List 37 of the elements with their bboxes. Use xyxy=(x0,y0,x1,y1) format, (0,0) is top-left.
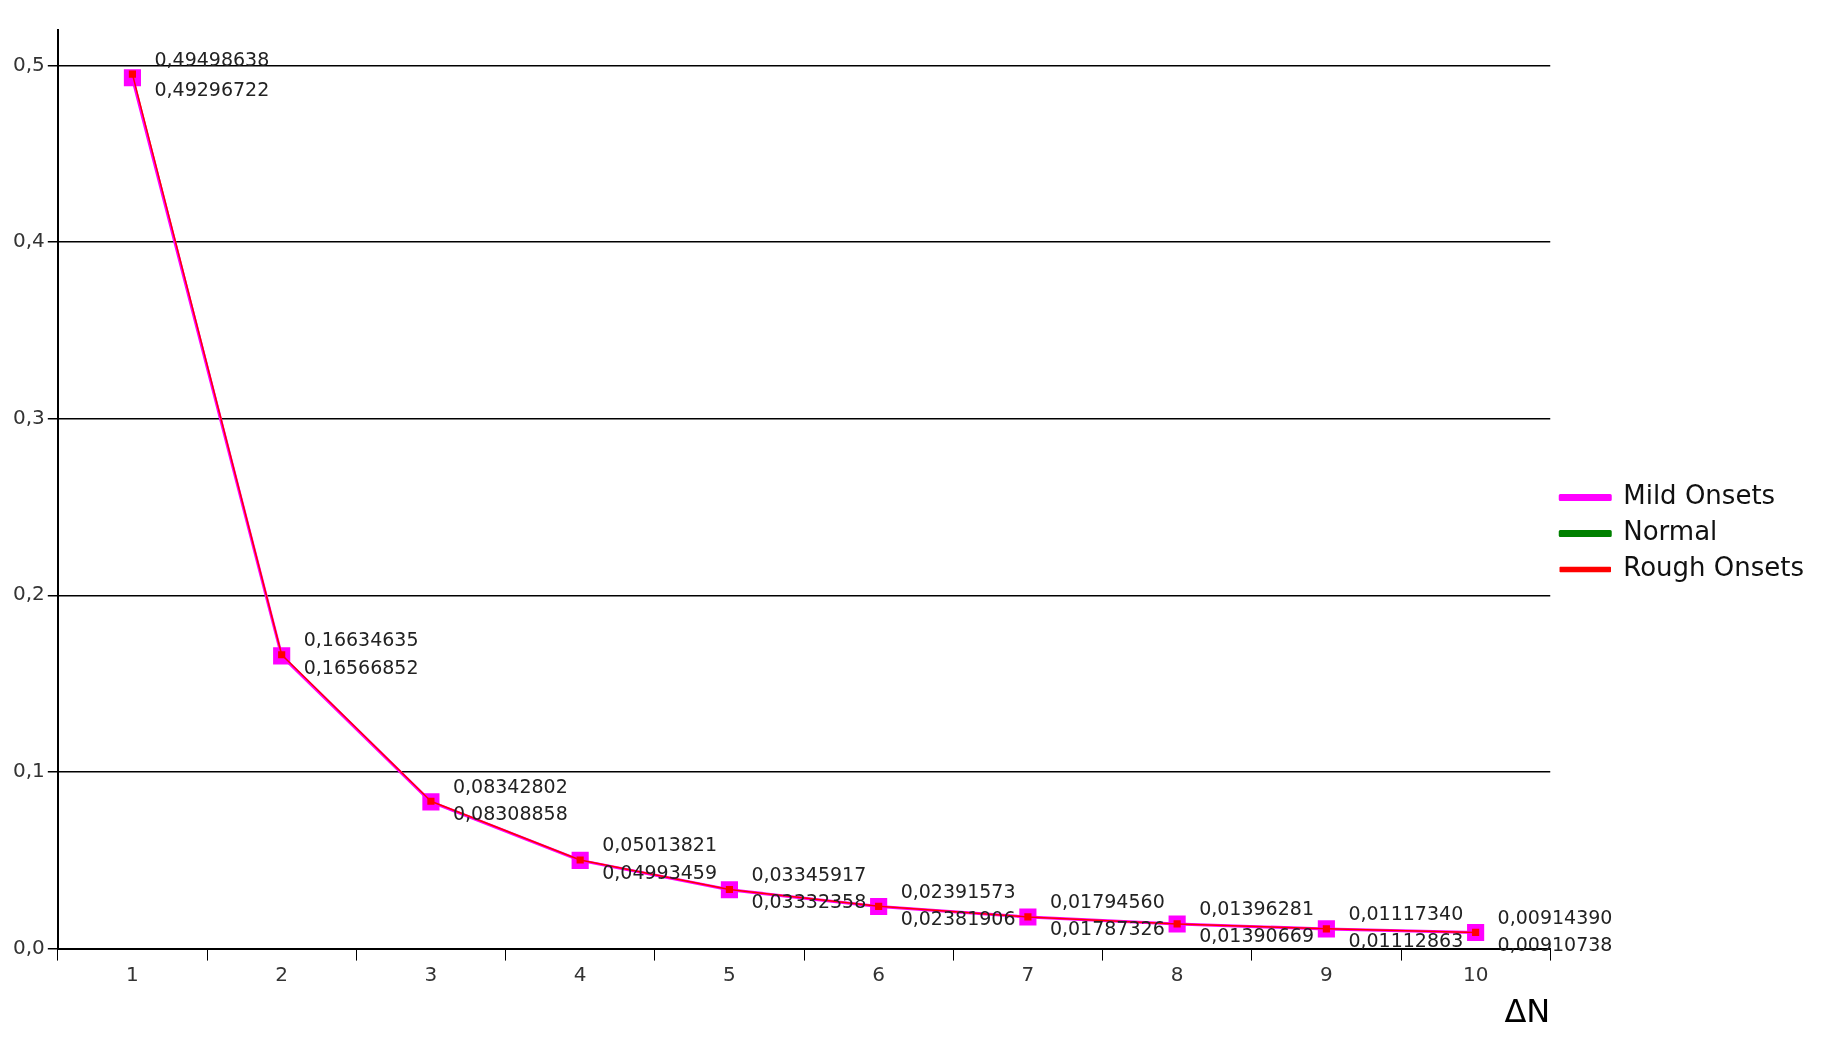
data-label: 0,16566852 xyxy=(303,656,419,679)
data-label: 0,02391573 xyxy=(900,879,1016,902)
x-axis-title: ΔN xyxy=(1504,992,1551,1031)
x-tick-label: 1 xyxy=(126,961,139,986)
x-tick-label: 7 xyxy=(1021,961,1035,986)
data-label: 0,03345917 xyxy=(751,862,867,885)
x-tick-label: 4 xyxy=(573,961,587,986)
y-tick-label: 0,1 xyxy=(12,758,45,783)
data-label: 0,01117340 xyxy=(1348,902,1464,925)
x-tick-label: 5 xyxy=(723,961,736,986)
x-tick-label: 8 xyxy=(1170,961,1184,986)
data-label: 0,49498638 xyxy=(154,47,270,70)
x-tick-label: 9 xyxy=(1320,961,1333,986)
data-label: 0,16634635 xyxy=(303,628,419,651)
legend-label: Rough Onsets xyxy=(1623,552,1805,583)
x-tick-label: 3 xyxy=(424,961,438,986)
x-tick-label: 2 xyxy=(275,961,289,986)
data-label: 0,01390669 xyxy=(1199,924,1314,947)
data-label: 0,02381906 xyxy=(900,906,1016,929)
x-tick-label: 6 xyxy=(872,961,886,986)
y-tick-label: 0,2 xyxy=(12,581,45,606)
data-label: 0,01787326 xyxy=(1049,917,1165,940)
data-label: 0,01396281 xyxy=(1199,897,1314,920)
legend-label: Normal xyxy=(1623,516,1718,547)
y-tick-label: 0,3 xyxy=(12,404,45,429)
y-tick-label: 0,0 xyxy=(12,934,45,959)
data-label: 0,00914390 xyxy=(1497,905,1613,928)
data-label: 0,05013821 xyxy=(602,833,717,856)
data-label: 0,49296722 xyxy=(154,78,270,101)
data-label: 0,01112863 xyxy=(1348,929,1464,952)
data-label: 0,01794560 xyxy=(1049,890,1165,913)
data-label: 0,08342802 xyxy=(452,774,568,797)
x-tick-label: 10 xyxy=(1462,961,1489,986)
data-label: 0,00910738 xyxy=(1497,932,1613,955)
y-tick-label: 0,5 xyxy=(12,51,45,76)
legend-label: Mild Onsets xyxy=(1623,480,1776,511)
y-tick-label: 0,4 xyxy=(12,228,45,253)
